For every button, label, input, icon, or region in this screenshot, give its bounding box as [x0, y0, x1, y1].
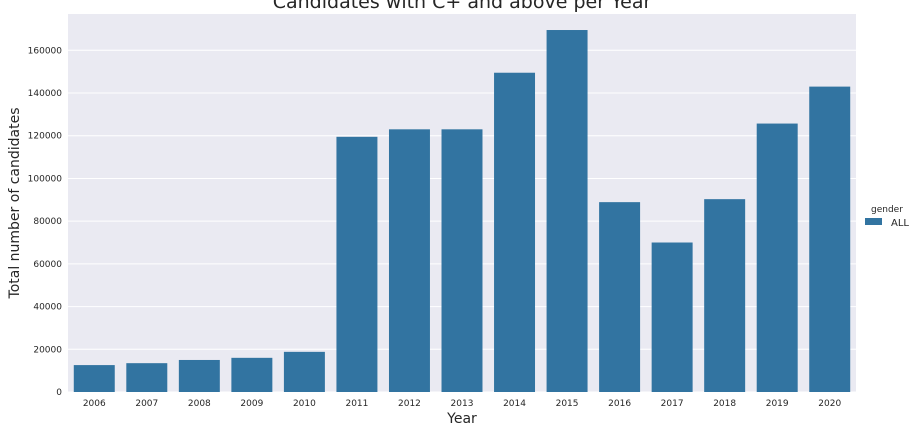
y-tick-label: 40000 [33, 303, 62, 313]
y-axis-title: Total number of candidates [7, 108, 23, 300]
bar-2011 [336, 136, 378, 392]
x-tick-label: 2012 [398, 399, 421, 409]
y-tick-label: 80000 [33, 217, 62, 227]
bar-2020 [809, 86, 851, 392]
x-tick-label: 2016 [608, 399, 631, 409]
y-tick-label: 60000 [33, 260, 62, 270]
x-tick-label: 2014 [503, 399, 526, 409]
x-tick-label: 2017 [661, 399, 684, 409]
bar-2014 [494, 72, 536, 392]
x-tick-label: 2009 [240, 399, 263, 409]
legend-swatch [865, 218, 882, 225]
bar-2017 [651, 242, 693, 392]
bars [73, 30, 851, 393]
bar-2009 [231, 357, 273, 392]
bar-2019 [756, 123, 798, 392]
y-tick-label: 120000 [28, 132, 63, 142]
bar-2012 [388, 129, 430, 393]
x-tick-label: 2011 [345, 399, 368, 409]
bar-2008 [178, 359, 220, 392]
legend: gender ALL [865, 205, 909, 229]
y-tick-label: 100000 [28, 174, 63, 184]
x-tick-label: 2008 [188, 399, 211, 409]
bar-2007 [126, 363, 168, 392]
legend-label: ALL [891, 218, 909, 229]
bar-2013 [441, 129, 483, 393]
chart-title: Candidates with C+ and above per Year [273, 0, 652, 13]
legend-title: gender [871, 205, 903, 215]
x-tick-label: 2006 [83, 399, 106, 409]
y-tick-label: 140000 [28, 89, 63, 99]
x-tick-label: 2019 [766, 399, 789, 409]
x-axis-title: Year [446, 411, 477, 427]
bar-2010 [283, 351, 325, 392]
bar-2016 [599, 202, 641, 392]
x-tick-label: 2013 [451, 399, 474, 409]
y-tick-label: 20000 [33, 345, 62, 355]
x-tick-label: 2018 [713, 399, 736, 409]
y-tick-label: 160000 [28, 46, 63, 56]
y-tick-label: 0 [56, 388, 62, 398]
bar-2018 [704, 199, 746, 392]
x-tick-label: 2007 [135, 399, 158, 409]
x-tick-labels: 2006 2007 2008 2009 2010 2011 2012 2013 2014 2015… [83, 399, 842, 409]
y-tick-labels: 0 20000 40000 60000 80000 100000 120000 140000 1… [28, 46, 63, 398]
bar-2006 [73, 365, 115, 392]
x-tick-label: 2020 [818, 399, 841, 409]
x-tick-label: 2015 [556, 399, 579, 409]
bar-2015 [546, 30, 588, 393]
x-tick-label: 2010 [293, 399, 316, 409]
